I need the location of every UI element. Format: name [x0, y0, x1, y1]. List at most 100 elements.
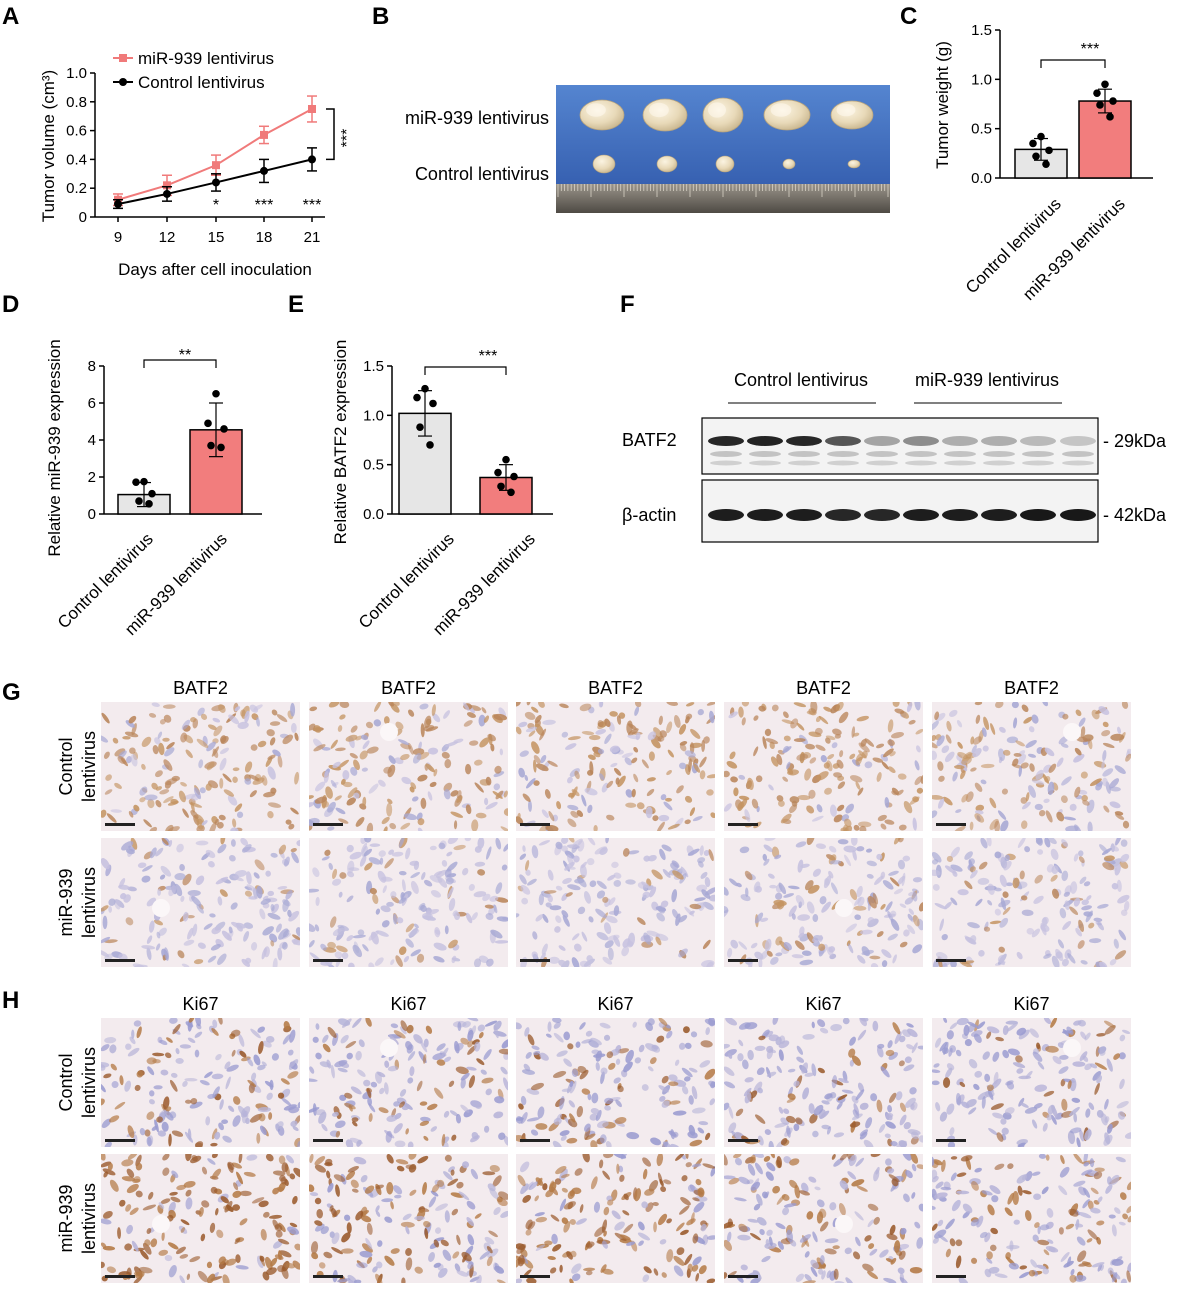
- panelG-row-label: lentivirus: [79, 867, 99, 938]
- ihc-cell: [793, 738, 806, 742]
- ihc-cell: [941, 933, 948, 941]
- ihc-cell: [576, 1106, 584, 1118]
- ihc-cell: [571, 1273, 581, 1282]
- ihc-cell: [321, 856, 330, 861]
- blot-band-faint: [710, 451, 742, 457]
- ihc-cell: [606, 780, 614, 789]
- ihc-cell: [756, 1193, 763, 1206]
- ihc-cell: [341, 1232, 351, 1243]
- ihc-cell: [880, 823, 887, 830]
- ihc-cell: [388, 755, 396, 765]
- ihc-cell: [689, 903, 702, 910]
- ihc-cell: [1047, 838, 1057, 845]
- ihc-cell: [141, 736, 152, 748]
- ihc-cell: [516, 702, 521, 707]
- panelE-data-point: [413, 393, 421, 402]
- ihc-cell: [292, 934, 300, 941]
- ihc-cell: [587, 1093, 592, 1101]
- ihc-cell: [533, 1050, 541, 1056]
- ihc-cell: [998, 946, 1005, 953]
- ihc-cell: [820, 755, 827, 763]
- ihc-cell: [1119, 1034, 1126, 1042]
- ihc-cell: [104, 1037, 117, 1044]
- ihc-cell: [904, 897, 914, 905]
- ihc-cell: [735, 1108, 744, 1117]
- ihc-cell: [258, 1200, 269, 1208]
- ihc-cell: [431, 1184, 440, 1193]
- ihc-cell: [160, 1069, 169, 1076]
- ihc-background: [932, 838, 1131, 967]
- ihc-cell: [253, 872, 260, 879]
- ihc-cell: [131, 1029, 135, 1039]
- ihc-cell: [791, 913, 796, 920]
- ihc-cell: [1119, 860, 1129, 869]
- ihc-cell: [1002, 1049, 1010, 1059]
- ihc-cell: [934, 711, 940, 721]
- ihc-cell: [219, 777, 224, 789]
- ihc-cell: [1032, 1051, 1043, 1062]
- ihc-cell: [858, 742, 870, 753]
- ihc-cell: [107, 1162, 113, 1171]
- ihc-cell: [1082, 1055, 1089, 1062]
- ihc-cell: [456, 796, 463, 803]
- ihc-cell: [211, 1027, 219, 1036]
- ihc-cell: [263, 1211, 270, 1218]
- ihc-cell: [911, 1131, 919, 1140]
- ihc-cell: [267, 754, 276, 760]
- ihc-cell: [608, 897, 616, 906]
- blot-band: [942, 509, 978, 521]
- ihc-cell: [1100, 1113, 1108, 1126]
- ihc-cell: [1078, 1211, 1092, 1219]
- ihc-cell: [747, 1218, 759, 1223]
- ihc-cell: [1083, 1187, 1091, 1198]
- panel-f-size-actin: - 42kDa: [1103, 505, 1167, 525]
- ihc-cell: [525, 1051, 532, 1059]
- ihc-cell: [146, 1136, 152, 1147]
- ihc-cell: [221, 1119, 229, 1124]
- ihc-cell: [781, 1194, 790, 1201]
- ihc-cell: [114, 782, 122, 789]
- ihc-cell: [888, 1174, 900, 1183]
- ihc-cell: [476, 1058, 485, 1066]
- ihc-cell: [132, 1134, 138, 1146]
- ihc-cell: [126, 1183, 139, 1194]
- ihc-cell: [741, 702, 749, 707]
- ihc-cell: [632, 1021, 637, 1028]
- ihc-cell: [1102, 750, 1107, 762]
- ihc-cell: [390, 1023, 399, 1029]
- ihc-cell: [1118, 1221, 1126, 1226]
- ihc-cell: [564, 861, 575, 871]
- ihc-cell: [738, 941, 748, 950]
- ihc-cell: [1119, 1192, 1127, 1200]
- ihc-cell: [971, 1030, 983, 1037]
- ihc-cell: [272, 1240, 283, 1249]
- ihc-cell: [946, 1063, 955, 1071]
- ihc-cell: [158, 1108, 169, 1117]
- ihc-cell: [641, 1201, 648, 1209]
- ihc-cell: [455, 1113, 462, 1124]
- ihc-cell: [604, 733, 612, 745]
- ihc-cell: [211, 746, 220, 757]
- panel-a-xtick-label: 9: [114, 229, 122, 246]
- ihc-cell: [795, 895, 805, 906]
- ihc-cell: [999, 917, 1009, 928]
- blot-band-faint: [827, 451, 859, 457]
- ihc-cell: [806, 1211, 814, 1220]
- ihc-cell: [152, 745, 159, 755]
- ihc-cell: [478, 955, 489, 963]
- ihc-cell: [626, 1241, 636, 1246]
- ihc-cell: [244, 778, 252, 785]
- ihc-cell: [406, 1024, 414, 1034]
- ihc-cell: [777, 749, 785, 755]
- ihc-cell: [493, 713, 508, 721]
- ihc-cell: [955, 809, 962, 813]
- panel-f-protein-actin: β-actin: [622, 505, 676, 525]
- ihc-cell: [418, 741, 422, 751]
- ihc-cell: [797, 859, 804, 873]
- ihc-cell: [613, 905, 620, 917]
- ihc-cell: [553, 1022, 561, 1029]
- ihc-cell: [563, 1031, 571, 1041]
- ihc-cell: [634, 706, 640, 716]
- ihc-cell: [691, 1107, 706, 1114]
